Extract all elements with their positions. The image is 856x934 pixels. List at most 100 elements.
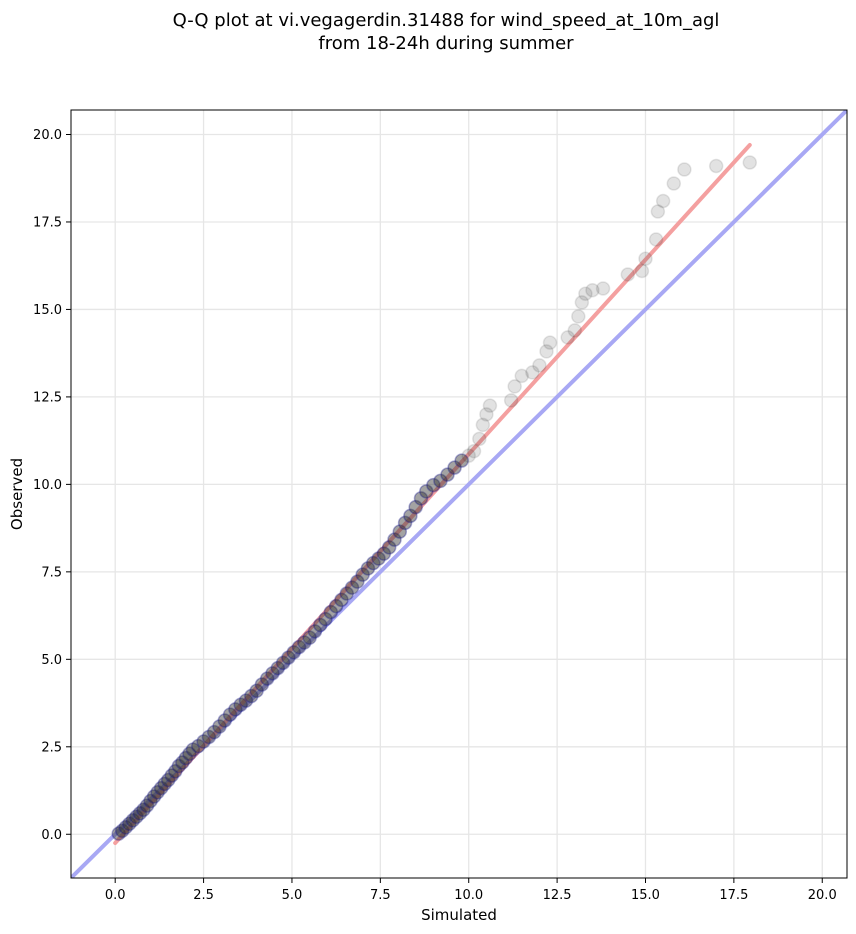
- data-point: [376, 546, 392, 561]
- data-point: [312, 617, 328, 633]
- data-point: [648, 232, 664, 247]
- data-point: [191, 738, 206, 754]
- data-point: [525, 365, 540, 380]
- data-point: [185, 742, 201, 757]
- data-point: [318, 611, 333, 627]
- data-point: [212, 719, 227, 734]
- data-point: [281, 650, 296, 665]
- data-point: [677, 162, 692, 177]
- data-point: [413, 491, 429, 506]
- data-point: [153, 780, 169, 796]
- data-point: [567, 323, 583, 338]
- data-point: [344, 580, 360, 595]
- data-point: [360, 561, 376, 576]
- y-axis-label: Observed: [8, 458, 26, 530]
- data-point: [419, 484, 434, 499]
- data-point: [238, 693, 254, 708]
- x-tick-label: 10.0: [454, 888, 483, 903]
- data-point: [125, 813, 141, 828]
- data-point: [397, 515, 413, 531]
- data-point: [286, 645, 301, 660]
- x-tick-label: 2.5: [193, 888, 214, 903]
- data-point: [503, 393, 519, 408]
- data-point: [355, 567, 370, 582]
- data-point: [146, 789, 162, 804]
- data-point: [472, 431, 487, 447]
- data-point: [595, 281, 611, 296]
- data-point: [150, 785, 165, 800]
- data-point: [270, 660, 286, 676]
- y-tick-label: 2.5: [41, 740, 62, 755]
- data-point: [387, 532, 402, 547]
- y-tick-label: 17.5: [33, 215, 62, 230]
- data-point: [650, 204, 666, 219]
- y-axis-ticks: 0.0 2.5 5.0 7.5 10.0 12.5 15.0 17.5 20.0: [33, 128, 71, 843]
- data-point: [233, 697, 248, 713]
- y-tick-label: 10.0: [33, 478, 62, 493]
- chart-title: Q-Q plot at vi.vegagerdin.31488 for wind…: [173, 10, 720, 54]
- data-point: [157, 776, 172, 792]
- data-point: [168, 764, 183, 779]
- data-point: [339, 586, 355, 601]
- data-point: [143, 793, 158, 809]
- data-point: [328, 598, 344, 614]
- data-points: [111, 155, 758, 841]
- data-point: [206, 724, 222, 740]
- data-point: [507, 379, 522, 394]
- data-point: [302, 630, 317, 645]
- data-point: [164, 768, 180, 783]
- data-point: [118, 820, 134, 835]
- data-point: [182, 746, 197, 762]
- data-point: [115, 823, 130, 839]
- data-point: [514, 368, 530, 384]
- data-point: [742, 155, 758, 170]
- data-point: [655, 193, 671, 209]
- data-point: [403, 508, 418, 524]
- data-point: [217, 713, 233, 728]
- data-point: [708, 158, 724, 174]
- data-point: [634, 263, 650, 279]
- data-point: [244, 688, 259, 704]
- data-point: [461, 448, 476, 463]
- x-tick-label: 17.5: [719, 888, 748, 903]
- data-point: [466, 443, 482, 459]
- y-tick-label: 7.5: [41, 565, 62, 580]
- y-tick-label: 0.0: [41, 828, 62, 843]
- data-point: [585, 282, 600, 298]
- data-point: [160, 772, 176, 788]
- data-point: [265, 666, 280, 681]
- x-tick-label: 12.5: [543, 888, 572, 903]
- x-tick-label: 7.5: [370, 888, 391, 903]
- data-point: [542, 335, 558, 350]
- data-point: [228, 702, 243, 717]
- data-point: [366, 555, 381, 571]
- data-point: [122, 816, 137, 832]
- data-point: [620, 267, 636, 282]
- grid-lines: [71, 110, 847, 878]
- data-point: [392, 524, 408, 539]
- data-point: [426, 477, 441, 493]
- chart-title-line-2: from 18-24h during summer: [318, 33, 574, 54]
- data-point: [334, 592, 349, 608]
- data-point: [291, 639, 307, 655]
- data-point: [249, 683, 264, 699]
- data-point: [574, 295, 590, 310]
- data-point: [171, 758, 187, 774]
- x-axis-label: Simulated: [421, 906, 497, 924]
- data-point: [254, 677, 270, 692]
- x-axis-ticks: 0.0 2.5 5.0 7.5 10.0 12.5 15.0 17.5 20.0: [105, 878, 837, 903]
- data-point: [408, 499, 423, 515]
- data-point: [666, 176, 682, 191]
- x-tick-label: 5.0: [282, 888, 303, 903]
- data-point: [129, 809, 144, 825]
- reference-lines: [71, 110, 847, 878]
- data-point: [222, 707, 238, 722]
- data-point: [275, 655, 291, 671]
- data-point: [201, 729, 217, 745]
- data-point: [350, 574, 365, 589]
- data-point: [178, 750, 194, 766]
- data-point: [111, 826, 126, 841]
- data-point: [259, 671, 275, 686]
- data-point: [132, 806, 148, 821]
